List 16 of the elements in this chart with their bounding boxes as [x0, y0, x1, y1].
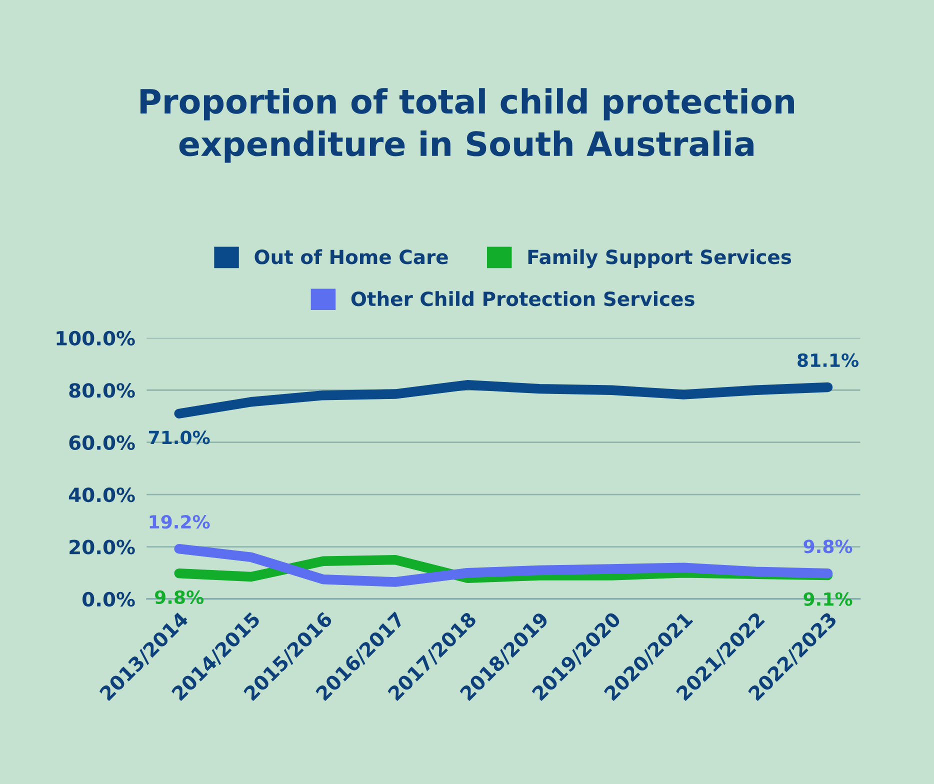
data-label: 19.2% [150, 515, 210, 529]
data-label: 9.1% [804, 592, 852, 606]
y-tick-label: 80.0% [69, 383, 135, 398]
y-tick-label: 40.0% [68, 488, 135, 502]
y-tick-label: 20.0% [70, 540, 135, 554]
y-tick-label: 0.0% [82, 592, 135, 607]
legend-label: Family Support Services [528, 249, 792, 268]
data-label: 9.8% [154, 590, 204, 604]
legend-label: Other Child Protection Services [351, 291, 694, 306]
data-label: 9.8% [804, 540, 852, 554]
y-tick-label: 100.0% [56, 330, 135, 346]
chart-title: Proportion of total child protection expenditure in South Australia [140, 88, 794, 163]
data-label: 71.0% [148, 430, 210, 444]
data-label: 81.1% [798, 353, 859, 368]
y-tick-label: 60.0% [69, 435, 135, 450]
legend-label: Out of Home Care [254, 249, 448, 264]
